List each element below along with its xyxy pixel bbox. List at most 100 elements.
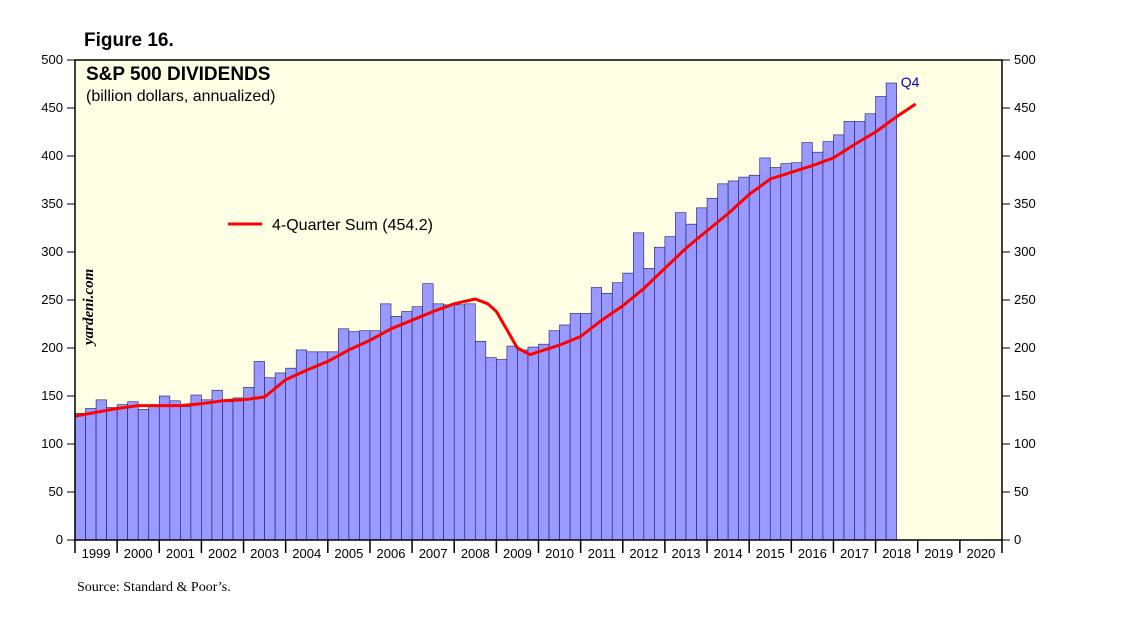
bar [885, 82, 897, 541]
x-year-label: 2009 [503, 546, 532, 561]
y-tick-label-right: 200 [1014, 340, 1036, 355]
y-tick-label-right: 350 [1014, 196, 1036, 211]
x-year-label: 2012 [629, 546, 658, 561]
y-tick-label-right: 500 [1014, 52, 1036, 67]
x-year-label: 2002 [208, 546, 237, 561]
bar [201, 399, 213, 541]
bar [685, 223, 697, 541]
y-axis-left: 0 50 100 150 200 250 300 350 400 450 500 [41, 52, 75, 547]
chart-subtitle: (billion dollars, annualized) [86, 88, 275, 105]
bar [274, 372, 286, 541]
x-year-label: 2018 [882, 546, 911, 561]
y-tick-label-left: 100 [41, 436, 63, 451]
bar [833, 134, 845, 541]
bar [601, 292, 613, 541]
x-year-label: 2004 [292, 546, 321, 561]
bar [316, 351, 329, 541]
bar [643, 268, 655, 541]
bar [380, 303, 392, 541]
watermark: yardeni.com [81, 269, 97, 347]
bar [222, 401, 234, 541]
y-axis-right: 0 50 100 150 200 250 300 350 400 450 500 [1002, 52, 1036, 547]
bar [496, 359, 508, 541]
bar [675, 212, 687, 541]
bar [443, 304, 455, 541]
x-year-label: 2016 [798, 546, 827, 561]
y-tick-label-right: 300 [1014, 244, 1036, 259]
bar [622, 272, 634, 541]
x-year-label: 2019 [924, 546, 953, 561]
q4-annotation: Q4 [901, 74, 920, 90]
bar [506, 345, 518, 541]
legend-label: 4-Quarter Sum (454.2) [272, 217, 433, 234]
y-tick-label-right: 400 [1014, 148, 1036, 163]
bar [738, 176, 750, 541]
bar [148, 406, 160, 541]
bar [95, 399, 107, 541]
bar [580, 313, 592, 541]
bar [306, 351, 318, 541]
figure-label: Figure 16. [84, 30, 174, 51]
bar [243, 387, 255, 541]
bar [327, 351, 339, 541]
source-note: Source: Standard & Poor’s. [77, 580, 231, 595]
bar [633, 232, 645, 541]
bar [559, 324, 571, 541]
x-year-label: 2011 [588, 546, 616, 561]
y-tick-label-right: 100 [1014, 436, 1036, 451]
bar [474, 340, 487, 541]
bar [664, 236, 676, 541]
bar [338, 328, 350, 541]
bar [422, 283, 434, 541]
bar-series [74, 82, 897, 541]
y-tick-label-left: 0 [56, 532, 63, 547]
bar [211, 389, 223, 541]
legend: 4-Quarter Sum (454.2) [228, 217, 433, 234]
bar [875, 96, 887, 541]
bar [359, 330, 371, 541]
x-year-label: 2007 [419, 546, 448, 561]
bar [127, 401, 139, 541]
x-year-label: 2013 [672, 546, 701, 561]
y-tick-label-left: 450 [41, 100, 63, 115]
y-tick-label-left: 150 [41, 388, 63, 403]
bar [401, 311, 413, 541]
bar [801, 142, 813, 541]
bar [390, 316, 402, 541]
x-year-label: 1999 [82, 546, 111, 561]
x-axis: 1999 2000 2001 2002 2003 2004 2005 2006 2007 2008… [74, 540, 1003, 561]
bar [822, 141, 834, 541]
bar [780, 163, 792, 541]
bar [253, 361, 265, 541]
bar [137, 409, 150, 541]
bar [85, 408, 97, 541]
y-tick-label-right: 150 [1014, 388, 1036, 403]
y-tick-label-left: 200 [41, 340, 63, 355]
bar [548, 330, 560, 541]
y-tick-label-left: 400 [41, 148, 63, 163]
bar [538, 343, 550, 541]
bar [654, 246, 666, 541]
x-year-label: 2020 [966, 546, 995, 561]
bar [453, 304, 466, 541]
bar [106, 407, 118, 541]
four-quarter-sum-line [74, 102, 917, 418]
x-year-label: 2017 [840, 546, 869, 561]
bar [864, 113, 876, 541]
bar [190, 394, 202, 541]
bar [169, 400, 181, 541]
y-tick-label-left: 500 [41, 52, 63, 67]
y-tick-label-left: 350 [41, 196, 63, 211]
bar [485, 357, 497, 541]
y-tick-label-right: 450 [1014, 100, 1036, 115]
y-tick-label-right: 0 [1014, 532, 1021, 547]
bar [348, 331, 360, 541]
x-year-label: 2001 [166, 546, 195, 561]
bar [812, 151, 824, 541]
bar [727, 180, 739, 541]
bar [527, 346, 539, 541]
bar [411, 306, 423, 541]
x-year-label: 2006 [377, 546, 406, 561]
bar [769, 167, 782, 541]
bar [369, 330, 381, 541]
